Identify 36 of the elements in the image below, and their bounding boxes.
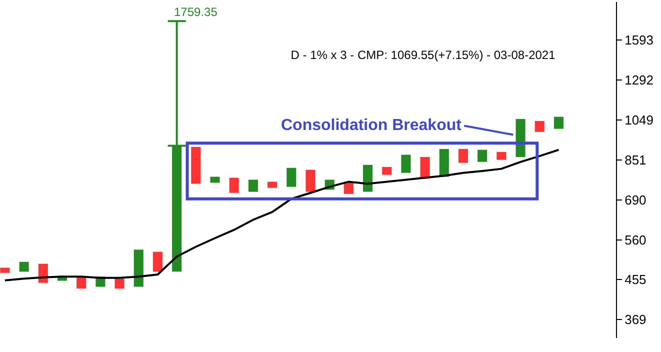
y-tick-label: 1292 — [624, 72, 654, 88]
bar — [191, 146, 201, 184]
bar — [286, 168, 296, 187]
bar — [76, 276, 86, 289]
bar — [306, 170, 316, 192]
bar — [534, 120, 544, 132]
bar — [439, 148, 449, 177]
y-tick-label: 1593 — [624, 32, 654, 48]
bar — [19, 262, 29, 272]
bar — [420, 156, 430, 179]
y-tick-label: 560 — [624, 232, 646, 248]
bar — [554, 116, 564, 129]
y-tick-label: 369 — [624, 312, 646, 328]
bar — [496, 152, 506, 160]
y-tick-label: 690 — [624, 192, 646, 208]
annotation: 1759.35 — [174, 5, 218, 19]
bar — [268, 182, 278, 188]
bar — [0, 268, 10, 273]
bar — [114, 278, 124, 289]
bar — [401, 154, 411, 173]
annotation: Consolidation Breakout — [281, 117, 462, 134]
bar — [210, 176, 220, 183]
bar — [458, 148, 468, 163]
bar — [134, 250, 144, 287]
y-tick-label: 1049 — [624, 112, 654, 128]
bar — [478, 150, 488, 162]
line-series — [4, 148, 560, 282]
bar — [248, 180, 258, 192]
y-tick-label: 455 — [624, 272, 646, 288]
bar — [362, 164, 373, 192]
bar — [516, 118, 526, 157]
bar — [229, 178, 239, 193]
y-tick-label: 851 — [624, 152, 646, 168]
text: D - 1% x 3 - CMP: 1069.55(+7.15%) - 03-08-2021 — [290, 48, 556, 62]
bar — [152, 252, 162, 272]
bar — [382, 166, 392, 175]
